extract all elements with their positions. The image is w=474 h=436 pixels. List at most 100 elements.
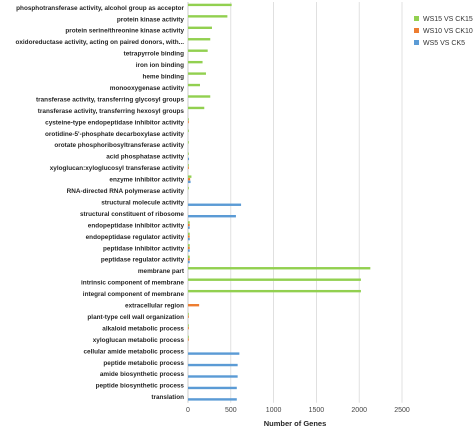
bar bbox=[188, 232, 190, 236]
bar bbox=[188, 152, 189, 155]
bar bbox=[188, 26, 212, 29]
bar bbox=[188, 141, 189, 144]
category-label: RNA-directed RNA polymerase activity bbox=[67, 188, 185, 195]
category-label: intrinsic component of membrane bbox=[81, 280, 184, 287]
bar bbox=[188, 60, 203, 64]
bar bbox=[188, 72, 206, 75]
bar bbox=[188, 375, 238, 378]
x-tick-label: 1000 bbox=[266, 407, 282, 414]
bar bbox=[188, 315, 189, 318]
bar bbox=[188, 289, 361, 293]
bar bbox=[188, 215, 236, 218]
bar bbox=[188, 352, 240, 355]
bar bbox=[188, 83, 200, 87]
bar bbox=[188, 157, 190, 161]
category-label: tetrapyrrole binding bbox=[124, 51, 184, 58]
bar bbox=[188, 106, 205, 110]
bar bbox=[188, 244, 190, 247]
bar bbox=[188, 178, 191, 181]
category-label: endopeptidase regulator activity bbox=[86, 234, 185, 241]
bar bbox=[188, 186, 189, 190]
category-label: structural constituent of ribosome bbox=[80, 211, 184, 218]
bar bbox=[188, 258, 190, 261]
bar bbox=[188, 120, 189, 124]
bar bbox=[188, 164, 189, 167]
legend-swatch bbox=[414, 28, 419, 33]
category-label: cysteine-type endopeptidase inhibitor ac… bbox=[45, 119, 184, 126]
category-label: iron ion binding bbox=[136, 62, 184, 69]
category-label: oxidoreductase activity, acting on paire… bbox=[15, 39, 184, 46]
bar bbox=[188, 129, 189, 133]
x-tick-label: 0 bbox=[186, 407, 190, 414]
category-label: membrane part bbox=[138, 268, 185, 275]
bar bbox=[188, 398, 237, 401]
category-label: peptidase regulator activity bbox=[101, 257, 185, 264]
category-label: peptidase inhibitor activity bbox=[103, 245, 184, 252]
bar bbox=[188, 226, 190, 229]
legend-swatch bbox=[414, 16, 419, 21]
category-label: translation bbox=[151, 394, 184, 401]
x-axis-title: Number of Genes bbox=[264, 419, 327, 428]
bar bbox=[188, 38, 211, 41]
legend: WS15 VS CK15 WS10 VS CK10 WS5 VS CK5 bbox=[414, 16, 473, 47]
bar bbox=[188, 166, 189, 169]
bar bbox=[188, 255, 190, 258]
legend-label: WS10 VS CK10 bbox=[423, 28, 473, 35]
bar bbox=[188, 312, 189, 316]
bar bbox=[188, 335, 189, 339]
gridlines bbox=[187, 2, 403, 403]
category-labels: phosphotransferase activity, alcohol gro… bbox=[15, 5, 184, 401]
x-tick-label: 500 bbox=[225, 407, 237, 414]
category-label: peptide biosynthetic process bbox=[96, 383, 185, 390]
bar bbox=[188, 363, 238, 367]
category-label: enzyme inhibitor activity bbox=[109, 177, 184, 184]
x-tick-label: 1500 bbox=[309, 407, 325, 414]
bar bbox=[188, 267, 371, 270]
category-label: acid phosphatase activity bbox=[106, 154, 184, 161]
category-label: plant-type cell wall organization bbox=[87, 314, 184, 321]
bar bbox=[188, 338, 189, 341]
bar bbox=[188, 223, 190, 227]
category-label: transferase activity, transferring hexos… bbox=[38, 108, 185, 115]
x-tick-labels: 0 500 1000 1500 2000 2500 bbox=[186, 407, 410, 414]
bar bbox=[188, 246, 190, 250]
category-label: peptide metabolic process bbox=[103, 360, 184, 367]
category-label: protein serine/threonine kinase activity bbox=[65, 28, 184, 35]
category-label: monooxygenase activity bbox=[110, 85, 185, 92]
category-label: heme binding bbox=[142, 74, 184, 81]
legend-swatch bbox=[414, 40, 419, 45]
category-label: orotate phosphoribosyltransferase activi… bbox=[54, 142, 184, 149]
legend-label: WS5 VS CK5 bbox=[423, 40, 465, 47]
bar bbox=[188, 260, 190, 264]
bar bbox=[188, 95, 211, 98]
category-label: structural molecule activity bbox=[101, 199, 184, 206]
x-tick-label: 2500 bbox=[394, 407, 410, 414]
bar bbox=[188, 278, 361, 281]
bar bbox=[188, 203, 242, 206]
category-label: amide biosynthetic process bbox=[100, 371, 185, 378]
category-label: endopeptidase inhibitor activity bbox=[88, 222, 185, 229]
bar bbox=[188, 118, 189, 121]
bars bbox=[188, 3, 371, 401]
bar bbox=[188, 49, 208, 52]
category-label: alkaloid metabolic process bbox=[102, 325, 184, 332]
bar bbox=[188, 304, 200, 307]
category-label: transferase activity, transferring glyco… bbox=[36, 96, 184, 103]
category-label: cellular amide metabolic process bbox=[83, 348, 184, 355]
bar bbox=[188, 249, 190, 252]
bar bbox=[188, 324, 189, 327]
bar bbox=[188, 237, 190, 241]
bar bbox=[188, 3, 232, 7]
bar bbox=[188, 386, 237, 390]
bar bbox=[188, 221, 190, 224]
x-tick-label: 2000 bbox=[351, 407, 367, 414]
legend-label: WS15 VS CK15 bbox=[423, 16, 473, 23]
bar bbox=[188, 326, 189, 330]
category-label: extracellular region bbox=[125, 303, 184, 310]
category-label: orotidine-5'-phosphate decarboxylase act… bbox=[45, 131, 184, 138]
category-label: xyloglucan:xyloglucosyl transferase acti… bbox=[50, 165, 185, 172]
category-label: protein kinase activity bbox=[117, 16, 185, 23]
bar bbox=[188, 175, 192, 178]
category-label: phosphotransferase activity, alcohol gro… bbox=[16, 5, 184, 12]
